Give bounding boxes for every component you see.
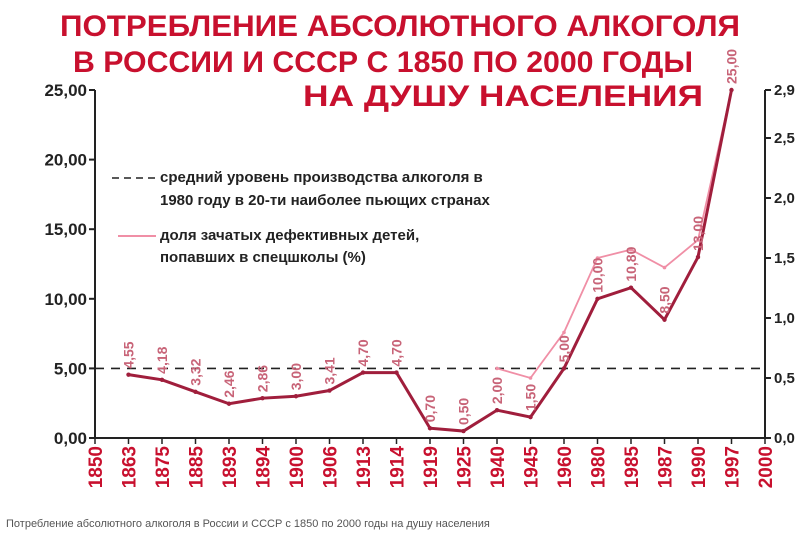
- right-tick-label: 0,0: [774, 430, 795, 447]
- left-tick-label: 25,00: [44, 81, 87, 100]
- x-tick-label: 1985: [622, 446, 643, 489]
- data-label: 13,00: [690, 216, 706, 251]
- x-tick-label: 1997: [723, 446, 744, 488]
- right-tick-label: 1,0: [774, 310, 795, 327]
- chart-title-line-1: ПОТРЕБЛЕНИЕ АБСОЛЮТНОГО АЛКОГОЛЯ: [60, 10, 740, 43]
- data-label: 10,00: [590, 258, 606, 293]
- legend-series-line-2: попавших в спецшколы (%): [160, 249, 366, 266]
- right-tick-label: 1,5: [774, 250, 795, 267]
- defective-children-point: [528, 376, 533, 380]
- alcohol-consumption-point: [528, 414, 533, 420]
- legend-ref-line-2: 1980 году в 20-ти наиболее пьющих страна…: [160, 192, 491, 209]
- data-label: 2,86: [255, 365, 271, 392]
- defective-children-line: [496, 89, 733, 380]
- defective-children-point: [662, 265, 667, 270]
- x-tick-label: 1940: [488, 446, 509, 488]
- alcohol-consumption-point: [662, 317, 667, 322]
- right-tick-label: 2,0: [774, 190, 795, 207]
- alcohol-consumption-point: [193, 389, 198, 394]
- x-tick-label: 1980: [589, 446, 610, 488]
- x-tick-label: 1925: [455, 446, 476, 489]
- alcohol-consumption-point: [293, 394, 299, 399]
- alcohol-consumption-point: [461, 428, 466, 434]
- alcohol-consumption-point: [360, 370, 366, 375]
- legend-series-line-1: доля зачатых дефективных детей,: [160, 227, 419, 244]
- data-label: 2,00: [489, 377, 505, 404]
- defective-children-point: [629, 247, 633, 252]
- left-tick-label: 20,00: [44, 151, 87, 170]
- data-label: 3,00: [288, 363, 304, 390]
- data-label: 4,70: [389, 339, 405, 366]
- x-tick-label: 1913: [354, 446, 375, 488]
- alcohol-consumption-point: [159, 377, 165, 383]
- right-tick-label: 2,9: [774, 82, 795, 99]
- data-label: 1,50: [523, 384, 539, 411]
- x-tick-label: 1990: [689, 446, 710, 488]
- alcohol-consumption-point: [561, 366, 567, 371]
- alcohol-consumption-point: [427, 426, 433, 431]
- x-tick-label: 1850: [86, 446, 107, 488]
- x-tick-label: 1945: [522, 446, 543, 489]
- alcohol-consumption-point: [494, 407, 500, 413]
- x-tick-label: 1893: [220, 446, 241, 488]
- data-label: 2,46: [221, 370, 237, 397]
- left-tick-label: 5,00: [54, 359, 87, 378]
- alcohol-consumption-point: [126, 372, 131, 377]
- defective-children-point: [696, 238, 700, 242]
- data-label: 3,32: [188, 358, 204, 385]
- alcohol-consumption-chart: ПОТРЕБЛЕНИЕ АБСОЛЮТНОГО АЛКОГОЛЯ В РОССИ…: [44, 10, 795, 489]
- data-label: 3,41: [322, 357, 338, 384]
- right-tick-label: 0,5: [774, 370, 795, 387]
- x-tick-label: 1919: [421, 446, 442, 488]
- figure-caption: Потребление абсолютного алкоголя в Росси…: [6, 518, 490, 530]
- x-tick-label: 1906: [321, 446, 342, 488]
- x-tick-label: 1987: [656, 446, 677, 488]
- x-tick-label: 2000: [756, 446, 777, 488]
- x-tick-label: 1960: [555, 446, 576, 488]
- x-tick-label: 1900: [287, 446, 308, 488]
- data-label: 0,50: [456, 398, 472, 425]
- legend-ref-line-1: средний уровень производства алкоголя в: [160, 169, 483, 186]
- x-tick-label: 1894: [254, 446, 275, 489]
- right-tick-label: 2,5: [774, 130, 795, 147]
- alcohol-consumption-point: [327, 388, 332, 393]
- data-label: 5,00: [556, 335, 572, 362]
- left-tick-label: 10,00: [44, 290, 87, 309]
- alcohol-consumption-point: [260, 395, 265, 401]
- data-label: 4,18: [154, 346, 170, 373]
- data-label: 4,70: [355, 339, 371, 366]
- data-label: 4,55: [121, 341, 137, 368]
- defective-children-point: [495, 366, 499, 371]
- left-tick-label: 15,00: [44, 220, 87, 239]
- chart-title-line-3: НА ДУШУ НАСЕЛЕНИЯ: [303, 80, 703, 113]
- defective-children-point: [595, 256, 600, 260]
- x-tick-label: 1875: [153, 446, 174, 489]
- chart-title-line-2: В РОССИИ И СССР С 1850 ПО 2000 ГОДЫ: [73, 46, 693, 79]
- x-tick-label: 1914: [388, 446, 409, 489]
- alcohol-consumption-point: [695, 254, 701, 260]
- alcohol-consumption-point: [226, 401, 232, 406]
- alcohol-consumption-point: [595, 296, 600, 301]
- data-label: 10,80: [623, 246, 639, 281]
- alcohol-consumption-point: [394, 370, 399, 375]
- data-label: 8,50: [657, 286, 673, 313]
- x-tick-label: 1885: [187, 446, 208, 489]
- defective-children-point: [562, 330, 566, 335]
- alcohol-consumption-point: [729, 87, 734, 93]
- left-tick-label: 0,00: [54, 429, 87, 448]
- data-label: 0,70: [422, 395, 438, 422]
- x-tick-label: 1863: [120, 446, 141, 488]
- data-label: 25,00: [724, 49, 740, 84]
- alcohol-consumption-point: [628, 285, 634, 290]
